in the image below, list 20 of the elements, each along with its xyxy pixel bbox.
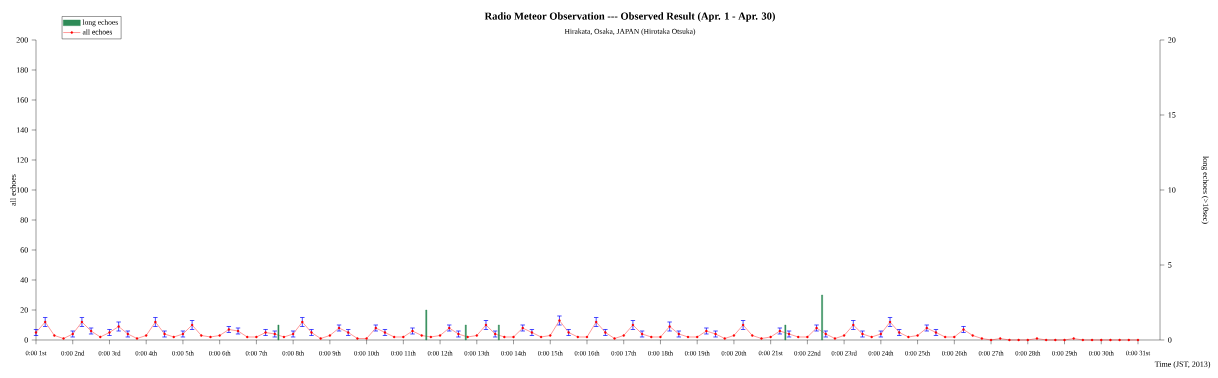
- y-tick-label: 60: [20, 247, 28, 253]
- y-tick-label: 140: [16, 127, 28, 133]
- y2-tick-label: 15: [1168, 112, 1176, 118]
- y2-tick-label: 0: [1168, 337, 1172, 343]
- y-tick-label: 200: [16, 37, 28, 43]
- y2-tick-label: 10: [1168, 187, 1176, 193]
- y-tick-label: 120: [16, 157, 28, 163]
- y-tick-label: 20: [20, 307, 28, 313]
- y-tick-label: 0: [24, 337, 28, 343]
- y-axis-title: all echoes: [10, 174, 16, 206]
- y-tick-label: 180: [16, 67, 28, 73]
- y-tick-label: 80: [20, 217, 28, 223]
- y-tick-label: 40: [20, 277, 28, 283]
- y2-axis-title: long echoes (>10sec): [1201, 156, 1209, 224]
- x-axis-title: Time (JST, 2013): [1154, 361, 1211, 369]
- y-tick-label: 100: [16, 187, 28, 193]
- y-tick-label: 160: [16, 97, 28, 103]
- y2-tick-label: 5: [1168, 262, 1172, 268]
- chart-title: Radio Meteor Observation --- Observed Result (Apr. 1 - Apr. 30): [484, 12, 775, 22]
- y2-tick-label: 20: [1168, 37, 1176, 43]
